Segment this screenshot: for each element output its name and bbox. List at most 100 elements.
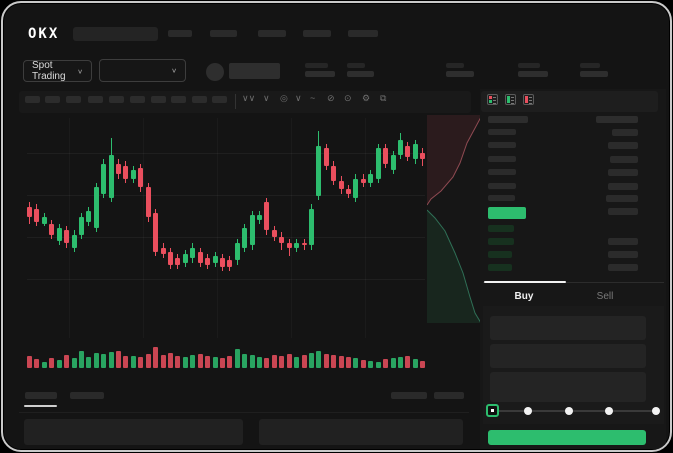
gridline-h	[27, 279, 425, 280]
interval-button[interactable]	[151, 96, 166, 103]
interval-button[interactable]	[25, 96, 40, 103]
bottom-right-item[interactable]	[434, 392, 464, 399]
slider-stop-dot[interactable]	[605, 407, 613, 415]
interval-button[interactable]	[192, 96, 207, 103]
nav-item[interactable]	[303, 30, 331, 37]
buy-submit-button[interactable]	[488, 430, 646, 445]
candle-body	[227, 260, 233, 267]
tab-sell[interactable]: Sell	[596, 291, 614, 302]
bid-row-price[interactable]	[488, 264, 512, 271]
candle-body	[242, 228, 248, 248]
pair-selector[interactable]: ∨	[99, 59, 186, 82]
ask-row-size[interactable]	[608, 208, 638, 215]
ask-row-price[interactable]	[488, 142, 516, 148]
eraser-icon[interactable]: ⊘	[327, 93, 335, 103]
ask-row-price[interactable]	[488, 169, 516, 175]
nav-item[interactable]	[348, 30, 378, 37]
candle-body	[182, 253, 188, 263]
chevron-down-icon[interactable]: ∨	[263, 93, 270, 103]
chevron-down-icon[interactable]: ∨	[295, 93, 302, 103]
ask-row-size[interactable]	[610, 156, 638, 163]
interval-button[interactable]	[109, 96, 124, 103]
bid-row-price[interactable]	[488, 225, 514, 232]
volume-bar	[420, 360, 426, 368]
market-type-selector[interactable]: Spot Trading ∨	[23, 60, 92, 82]
slider-stop-dot[interactable]	[565, 407, 573, 415]
ask-row-price[interactable]	[488, 156, 516, 162]
volume-bar	[316, 350, 322, 368]
ask-row-price[interactable]	[488, 129, 516, 135]
candle-body	[308, 208, 314, 246]
ask-row-size[interactable]	[608, 142, 638, 149]
view-icon-line	[493, 102, 496, 104]
nav-item[interactable]	[258, 30, 286, 37]
chart-style-icon[interactable]: ∨∨	[242, 93, 256, 103]
trade-input-field[interactable]	[490, 372, 646, 402]
bid-row-size[interactable]	[608, 251, 638, 258]
depth-chart	[427, 115, 481, 323]
bid-row-size[interactable]	[608, 264, 638, 271]
search-input[interactable]	[73, 27, 158, 41]
candle-body	[197, 251, 203, 263]
view-icon-line	[493, 99, 496, 101]
bottom-tab[interactable]	[25, 392, 57, 399]
bottom-tab[interactable]	[70, 392, 104, 399]
line-tool-icon[interactable]: ~	[310, 93, 316, 103]
interval-button[interactable]	[45, 96, 60, 103]
candle-body	[286, 243, 292, 248]
book-view-asks-icon[interactable]	[523, 94, 534, 105]
last-price-highlight[interactable]	[488, 207, 526, 219]
candle-body	[257, 215, 263, 220]
volume-bar	[227, 356, 233, 368]
tab-bar-divider	[483, 282, 664, 283]
bid-row-price[interactable]	[488, 238, 514, 245]
interval-button[interactable]	[130, 96, 145, 103]
volume-bar	[130, 356, 136, 368]
ask-row-size[interactable]	[606, 195, 638, 202]
candle-body	[175, 258, 181, 265]
book-view-both-icon[interactable]	[487, 94, 498, 105]
trade-input-field[interactable]	[490, 344, 646, 368]
candle-body	[294, 243, 300, 248]
ask-row-size[interactable]	[608, 183, 638, 190]
chart-grid	[27, 118, 425, 338]
depth-bids-fill	[427, 210, 481, 323]
fullscreen-icon[interactable]: ⧉	[380, 93, 387, 103]
candle-body	[360, 178, 366, 183]
ask-row-size[interactable]	[608, 169, 638, 176]
bottom-right-item[interactable]	[391, 392, 427, 399]
amount-slider-handle[interactable]	[486, 404, 499, 417]
interval-button[interactable]	[171, 96, 186, 103]
candle-body	[331, 165, 337, 181]
slider-stop-dot[interactable]	[524, 407, 532, 415]
candle-body	[316, 146, 322, 196]
candle-body	[145, 187, 151, 218]
nav-item[interactable]	[210, 30, 237, 37]
volume-bar	[331, 355, 337, 368]
chart-tool-icons: ∨∨ ∨ ◎ ∨ ~ ⊘ ⊙ ⚙ ⧉	[242, 93, 402, 107]
camera-icon[interactable]: ⊙	[344, 93, 352, 103]
bid-row-price[interactable]	[488, 251, 512, 258]
interval-button[interactable]	[88, 96, 103, 103]
indicators-icon[interactable]: ◎	[280, 93, 288, 103]
ask-row-size[interactable]	[612, 129, 638, 136]
amount-slider-track[interactable]	[492, 410, 659, 412]
volume-bar	[294, 356, 300, 368]
interval-button[interactable]	[212, 96, 227, 103]
trade-input-field[interactable]	[490, 316, 646, 340]
bid-row-size[interactable]	[608, 238, 638, 245]
stat-value	[446, 71, 474, 77]
volume-bar	[64, 354, 70, 368]
slider-stop-dot[interactable]	[652, 407, 660, 415]
book-view-bids-icon[interactable]	[505, 94, 516, 105]
volume-bar	[405, 355, 411, 368]
candle-body	[346, 189, 352, 194]
ask-row-price[interactable]	[488, 183, 516, 189]
ask-row-price[interactable]	[488, 195, 515, 201]
okx-logo: OKX	[28, 26, 60, 42]
settings-gear-icon[interactable]: ⚙	[362, 93, 371, 103]
interval-button[interactable]	[66, 96, 81, 103]
nav-item[interactable]	[168, 30, 192, 37]
tab-buy[interactable]: Buy	[514, 291, 534, 302]
